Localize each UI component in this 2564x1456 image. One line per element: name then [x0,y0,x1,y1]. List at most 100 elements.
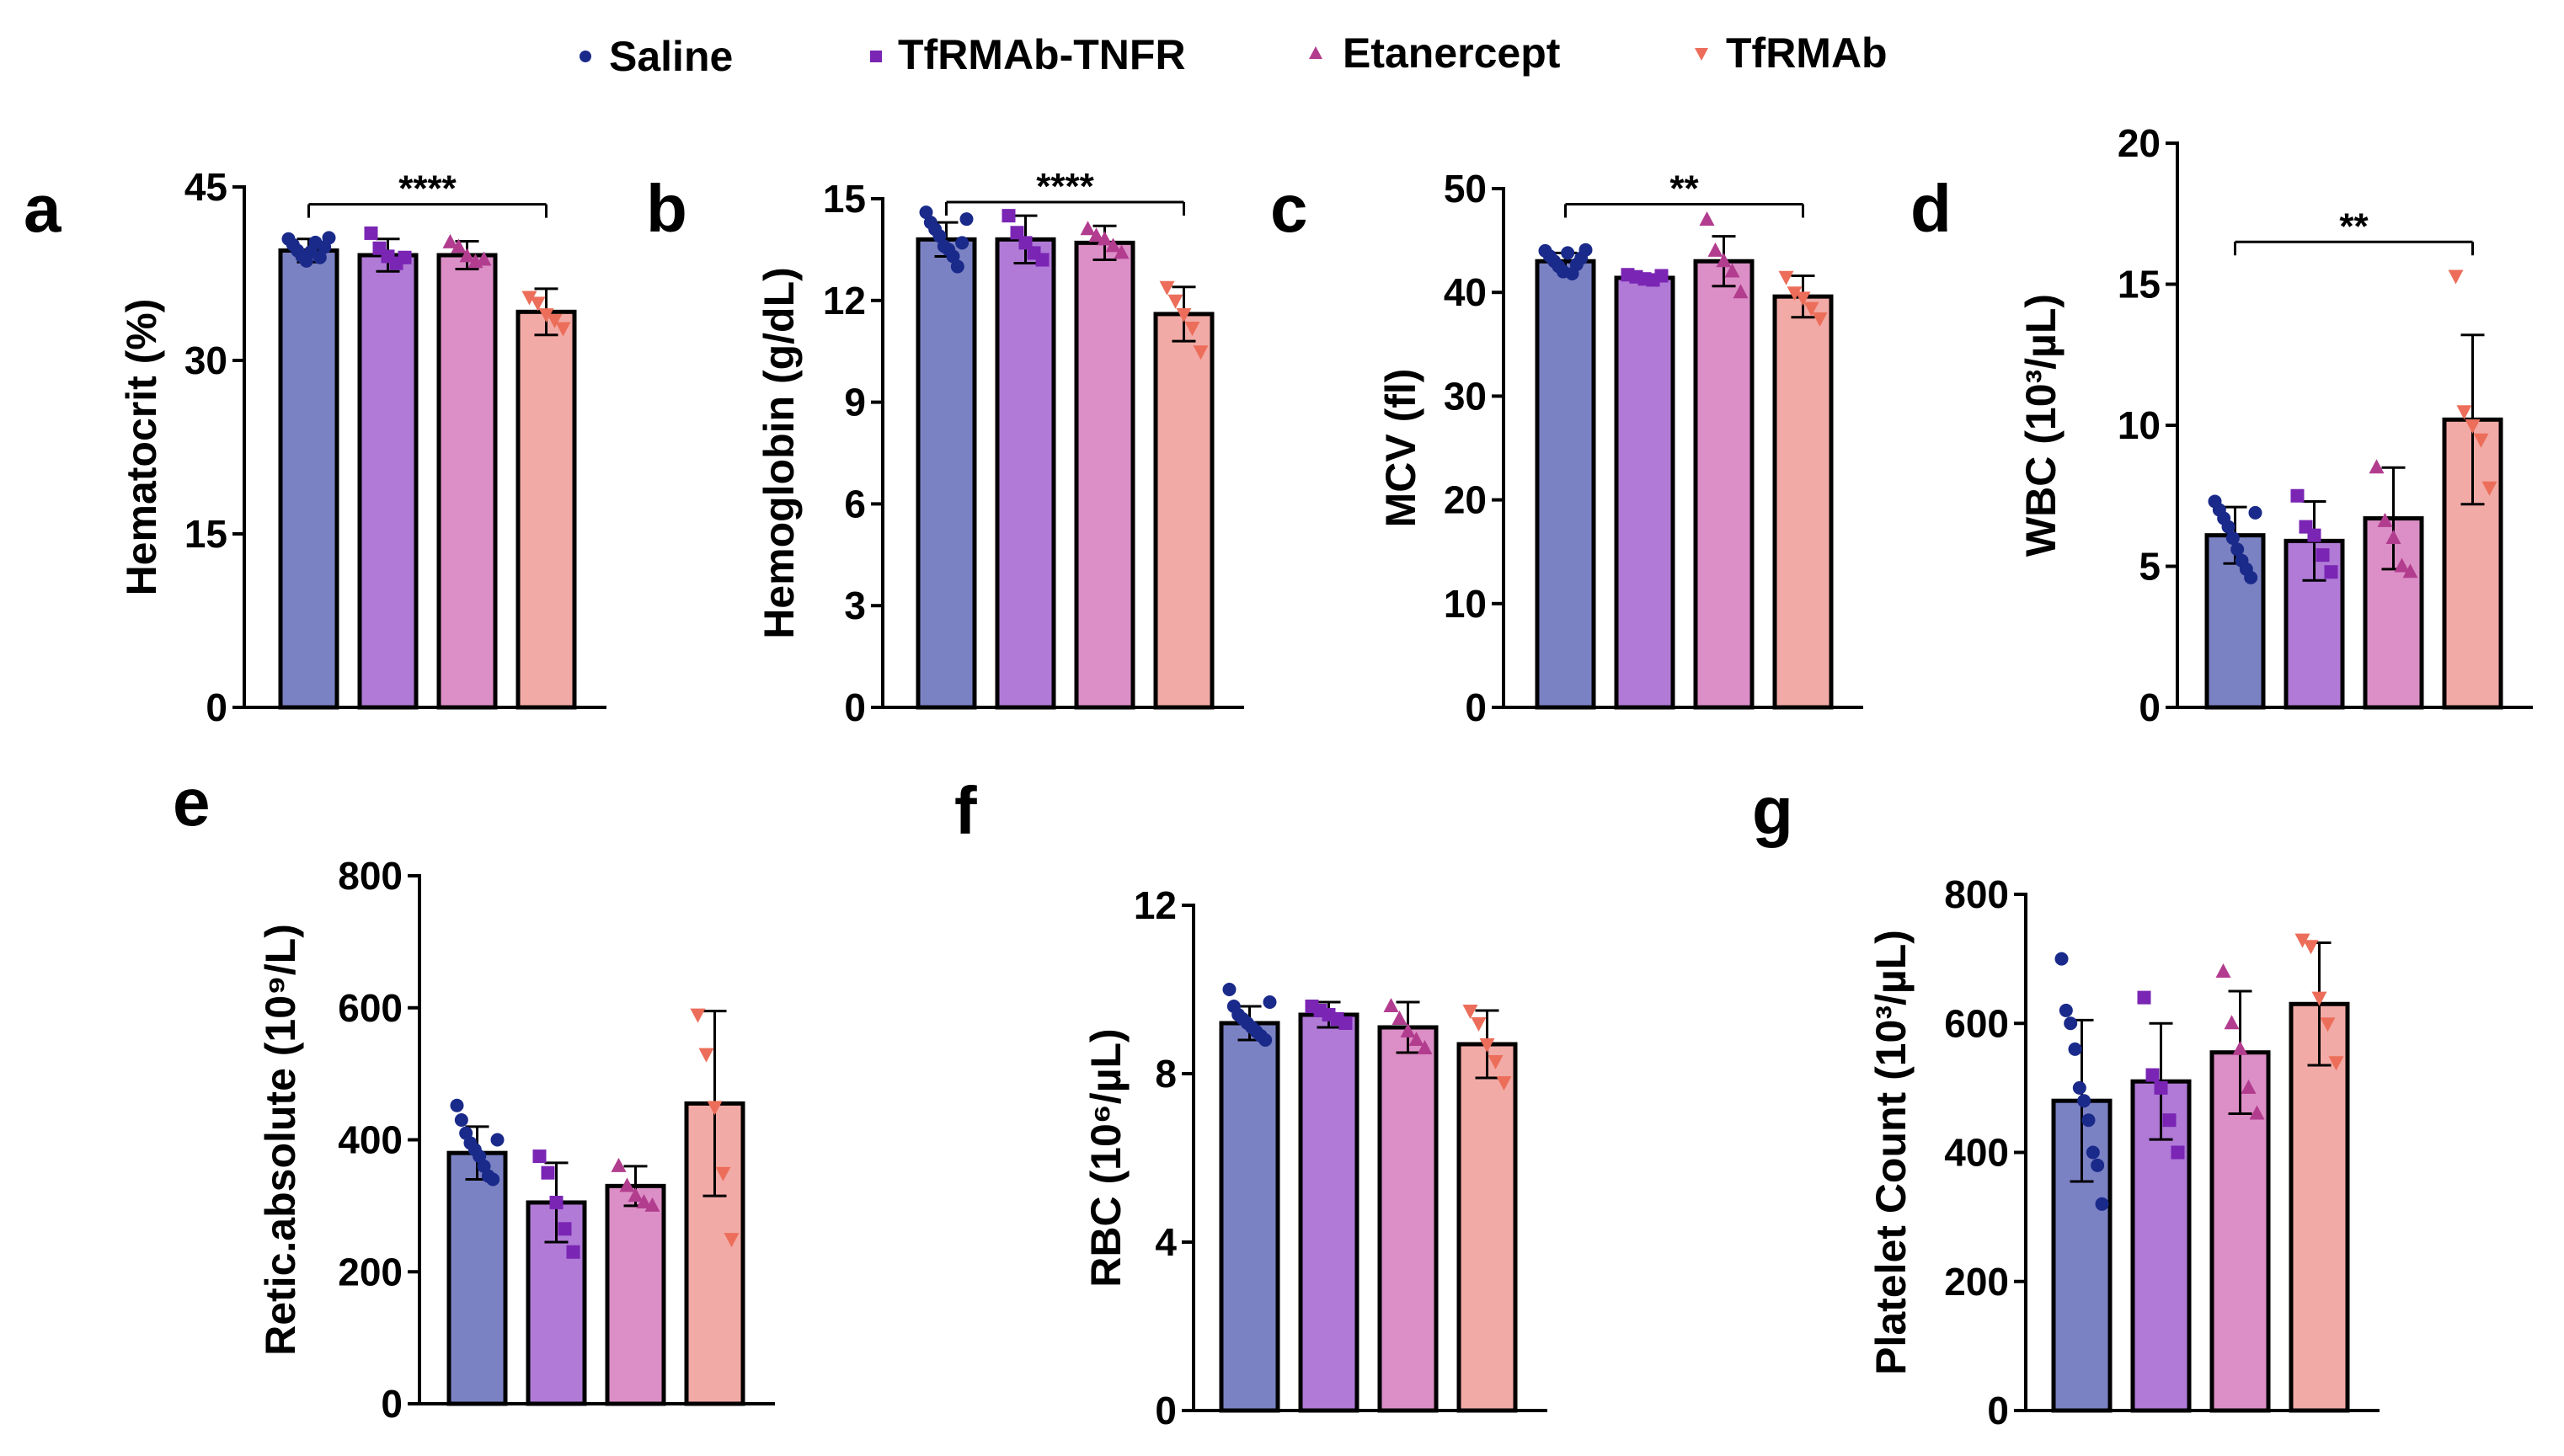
bar-c-saline [1535,259,1596,710]
point-e-etanercept [619,1177,635,1192]
y-tick-label-b: 0 [844,685,866,729]
panel-letter-d: d [1910,171,1952,246]
point-b-tfrmab-tnfr [1002,209,1016,223]
point-b-etanercept [1105,237,1121,253]
point-f-etanercept [1408,1032,1424,1046]
point-b-tfrmab-tnfr [1018,236,1033,250]
point-g-saline [2077,1094,2091,1108]
point-a-saline [322,231,336,245]
legend-marker-tfrmab [1695,48,1708,61]
y-axis-label-a: Hematocrit (%) [118,299,165,596]
point-d-tfrmab [2448,269,2464,285]
point-f-etanercept [1383,998,1399,1012]
y-tick-label-b: 6 [844,482,866,525]
bar-f-saline [1219,1021,1280,1413]
legend-marker-etanercept [1309,46,1322,59]
point-b-tfrmab [1184,322,1200,337]
y-tick-label-g: 600 [1944,1001,2009,1045]
point-e-tfrmab-tnfr [532,1149,547,1164]
y-tick-label-b: 12 [823,279,866,323]
y-tick-label-a: 30 [184,339,227,382]
point-b-tfrmab-tnfr [1010,226,1024,240]
bar-g-tfrmab [2289,1001,2350,1413]
point-e-tfrmab-tnfr [549,1195,564,1209]
point-f-saline [1222,983,1237,996]
point-g-saline [2072,1080,2086,1095]
y-tick-label-e: 0 [381,1382,403,1426]
point-g-tfrmab-tnfr [2171,1145,2185,1160]
bar-c-etanercept [1693,259,1755,710]
y-tick-label-b: 9 [844,381,866,424]
panel-letter-a: a [24,171,61,246]
point-g-saline [2091,1158,2105,1172]
point-c-tfrmab-tnfr [1654,269,1669,283]
y-tick-label-d: 15 [2118,263,2161,307]
point-d-tfrmab [2456,405,2472,420]
point-a-tfrmab [530,296,546,312]
point-a-etanercept [442,233,458,248]
point-e-tfrmab [724,1233,740,1248]
point-a-tfrmab [555,322,571,337]
point-e-etanercept [644,1197,660,1212]
point-e-tfrmab [707,1101,723,1116]
bar-c-tfrmab [1772,294,1834,710]
point-g-etanercept [2232,1040,2248,1055]
point-g-saline [2086,1145,2100,1160]
legend-marker-tfrmab-tnfr [870,51,882,62]
point-g-tfrmab [2303,940,2319,955]
point-a-tfrmab [547,313,563,328]
bar-f-tfrmab [1456,1042,1518,1413]
point-c-etanercept [1699,211,1715,226]
bar-a-tfrmab-tnfr [357,253,419,710]
point-g-etanercept [2249,1105,2265,1120]
point-e-tfrmab [690,1008,706,1023]
point-a-tfrmab [538,308,554,323]
point-a-etanercept [476,251,492,266]
point-g-tfrmab-tnfr [2162,1113,2177,1128]
point-g-saline [2064,1016,2078,1031]
panel-letter-f: f [954,773,977,848]
point-b-etanercept [1097,231,1113,246]
legend-item-saline: Saline [580,33,733,80]
point-e-saline [486,1172,500,1187]
point-d-tfrmab-tnfr [2307,528,2321,542]
y-axis-label-c: MCV (fl) [1377,369,1424,528]
significance-label-c: ** [1669,168,1699,209]
point-e-saline [490,1133,505,1147]
bar-e-saline [446,1150,508,1406]
panel-letter-e: e [173,765,211,840]
y-tick-label-b: 15 [823,177,866,221]
point-a-tfrmab-tnfr [398,250,412,264]
legend: Saline TfRMAb-TNFR Etanercept TfRMAb [580,29,1888,80]
point-f-tfrmab [1488,1055,1504,1069]
y-tick-label-g: 200 [1944,1260,2009,1304]
point-d-saline [2221,520,2235,534]
y-tick-label-g: 0 [1987,1389,2009,1432]
point-g-tfrmab [2294,933,2310,948]
point-b-tfrmab [1193,345,1209,360]
y-axis-label-g: Platelet Count (10³/µL) [1867,930,1915,1375]
y-tick-label-c: 0 [1465,685,1487,729]
bar-c-tfrmab-tnfr [1614,275,1675,710]
point-b-etanercept [1088,227,1104,243]
y-tick-label-d: 20 [2118,121,2161,165]
point-d-etanercept [2394,557,2410,573]
point-b-tfrmab [1167,294,1183,309]
point-g-saline [2068,1042,2082,1056]
bar-f-tfrmab-tnfr [1298,1012,1359,1413]
point-c-etanercept [1733,284,1749,299]
y-tick-label-f: 8 [1155,1052,1177,1096]
y-tick-label-b: 3 [844,584,866,627]
point-b-saline [959,212,974,227]
point-b-tfrmab [1176,307,1192,323]
point-b-saline [955,236,970,250]
point-d-tfrmab [2473,433,2489,448]
bar-a-tfrmab [515,309,577,710]
point-g-etanercept [2224,1015,2240,1030]
point-g-tfrmab-tnfr [2137,990,2151,1005]
y-tick-label-e: 400 [338,1118,403,1162]
significance-bracket-a: **** [307,168,548,218]
point-d-saline [2244,570,2258,584]
point-d-etanercept [2402,563,2418,579]
